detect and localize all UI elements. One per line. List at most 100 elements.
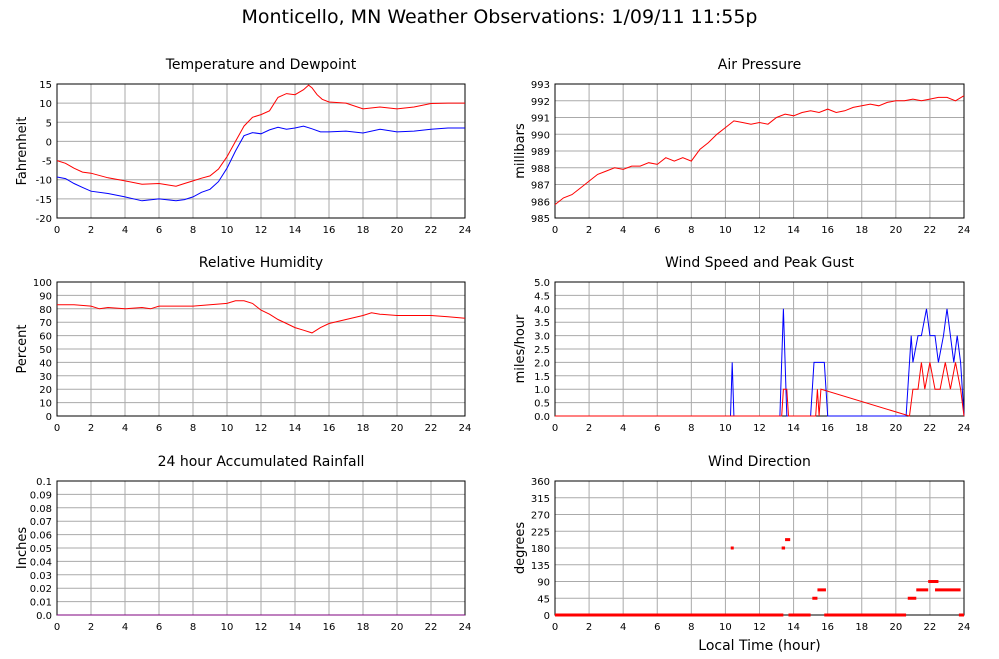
x-tick-label: 22 (425, 622, 438, 633)
y-tick-label: 0 (46, 412, 52, 423)
x-tick-label: 18 (855, 423, 868, 434)
x-tick-label: 22 (924, 423, 937, 434)
series-line (57, 300, 466, 334)
x-tick-label: 24 (459, 622, 472, 633)
y-tick-label: 60 (39, 332, 52, 343)
x-tick-label: 12 (753, 423, 766, 434)
x-tick-label: 6 (156, 225, 162, 236)
y-tick-label: 20 (39, 385, 52, 396)
x-tick-label: 4 (122, 423, 128, 434)
y-tick-label: -20 (36, 214, 52, 225)
x-tick-label: 14 (289, 225, 302, 236)
x-tick-label: 14 (787, 423, 800, 434)
plot-frame (56, 281, 466, 417)
y-tick-label: 360 (531, 477, 550, 488)
x-tick-label: 24 (958, 622, 971, 633)
x-tick-label: 16 (323, 423, 336, 434)
chart-title: Temperature and Dewpoint (165, 57, 357, 73)
y-tick-label: 0.09 (30, 490, 52, 501)
y-tick-label: 0.08 (30, 504, 52, 515)
x-tick-label: 18 (357, 423, 370, 434)
y-tick-label: 0.05 (30, 544, 52, 555)
y-tick-label: 10 (39, 399, 52, 410)
y-tick-label: 1.0 (534, 385, 550, 396)
x-tick-label: 18 (357, 622, 370, 633)
y-axis-label: miles/hour (513, 314, 528, 383)
y-tick-label: 10 (39, 99, 52, 110)
x-tick-label: 24 (958, 225, 971, 236)
y-tick-label: -15 (36, 195, 52, 206)
y-tick-label: 100 (33, 278, 52, 289)
y-tick-label: 0.0 (534, 412, 550, 423)
x-tick-label: 20 (889, 225, 902, 236)
y-tick-label: 3.0 (534, 332, 550, 343)
y-tick-label: 1.5 (534, 372, 550, 383)
x-tick-label: 6 (156, 423, 162, 434)
x-tick-label: 14 (787, 622, 800, 633)
x-tick-label: 4 (122, 622, 128, 633)
x-tick-label: 14 (787, 225, 800, 236)
y-tick-label: 0.06 (30, 531, 52, 542)
x-tick-label: 10 (221, 225, 234, 236)
x-tick-label: 18 (357, 225, 370, 236)
y-tick-label: 0.04 (30, 557, 52, 568)
x-tick-label: 12 (753, 622, 766, 633)
series-line (555, 362, 965, 417)
x-tick-label: 20 (391, 225, 404, 236)
x-tick-label: 12 (753, 225, 766, 236)
y-axis-label: millibars (513, 123, 528, 179)
y-tick-label: 90 (537, 578, 550, 589)
x-tick-label: 8 (688, 622, 694, 633)
x-tick-label: 12 (255, 622, 268, 633)
y-axis-label: degrees (513, 522, 528, 575)
series-line (554, 95, 965, 205)
y-tick-label: 135 (531, 561, 550, 572)
x-tick-label: 16 (821, 225, 834, 236)
x-tick-label: 10 (221, 622, 234, 633)
x-tick-label: 20 (391, 622, 404, 633)
chart-title: Air Pressure (718, 57, 801, 73)
chart-title: Wind Direction (708, 454, 811, 470)
x-tick-label: 2 (586, 423, 592, 434)
y-tick-label: 992 (531, 97, 550, 108)
x-tick-label: 8 (688, 423, 694, 434)
x-tick-label: 14 (289, 423, 302, 434)
y-tick-label: 986 (531, 197, 550, 208)
x-tick-label: 16 (821, 423, 834, 434)
y-axis-label: Percent (15, 325, 30, 374)
y-tick-label: 0.1 (36, 477, 52, 488)
y-tick-label: 990 (531, 130, 550, 141)
x-tick-label: 24 (459, 423, 472, 434)
x-tick-label: 18 (855, 225, 868, 236)
x-tick-label: 8 (688, 225, 694, 236)
x-tick-label: 12 (255, 423, 268, 434)
y-tick-label: 987 (531, 181, 550, 192)
y-tick-label: -5 (42, 157, 52, 168)
y-tick-label: 70 (39, 318, 52, 329)
x-tick-label: 0 (54, 423, 60, 434)
y-tick-label: 985 (531, 214, 550, 225)
x-tick-label: 2 (88, 423, 94, 434)
x-tick-label: 4 (122, 225, 128, 236)
x-tick-label: 16 (323, 622, 336, 633)
x-tick-label: 10 (719, 225, 732, 236)
y-tick-label: 15 (39, 80, 52, 91)
x-tick-label: 4 (620, 423, 626, 434)
x-tick-label: 12 (255, 225, 268, 236)
y-tick-label: 40 (39, 358, 52, 369)
y-tick-label: 988 (531, 164, 550, 175)
x-tick-label: 0 (552, 622, 558, 633)
x-tick-label: 6 (654, 622, 660, 633)
x-tick-label: 2 (88, 225, 94, 236)
series-line (56, 125, 465, 202)
y-tick-label: 989 (531, 147, 550, 158)
y-tick-label: 270 (531, 511, 550, 522)
x-tick-label: 0 (54, 622, 60, 633)
y-tick-label: 0.02 (30, 584, 52, 595)
y-tick-label: 0.03 (30, 571, 52, 582)
plot-frame (554, 83, 965, 219)
y-tick-label: 5.0 (534, 278, 550, 289)
chart-title: 24 hour Accumulated Rainfall (158, 454, 365, 470)
x-tick-label: 24 (459, 225, 472, 236)
